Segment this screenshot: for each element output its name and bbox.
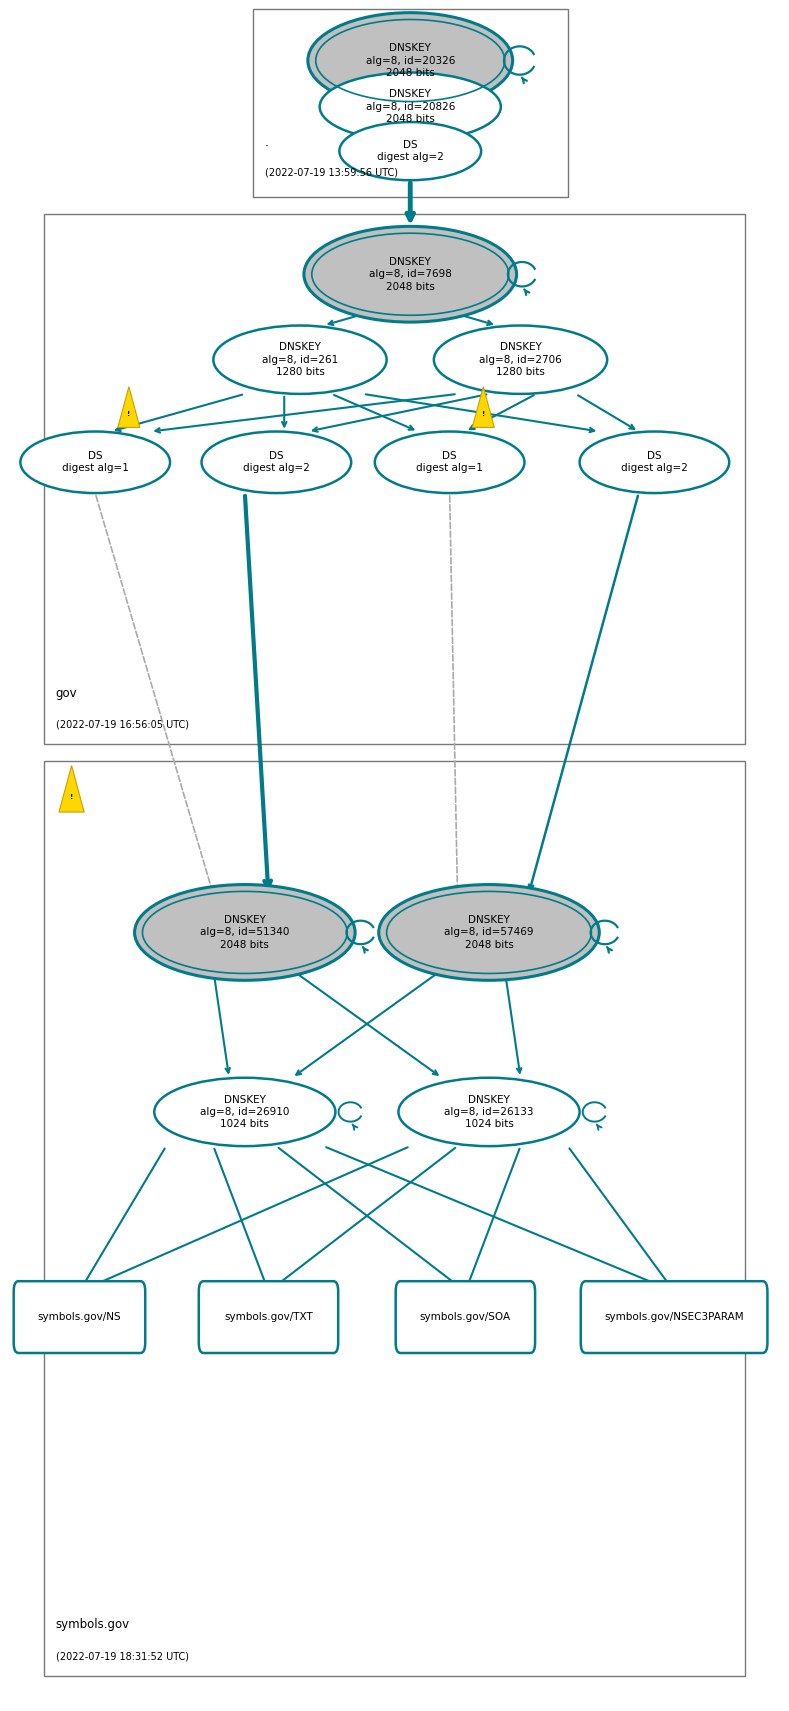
Ellipse shape: [21, 431, 170, 493]
Bar: [44, 761, 745, 1677]
Text: symbols.gov/SOA: symbols.gov/SOA: [420, 1312, 511, 1323]
Text: DS
digest alg=2: DS digest alg=2: [377, 140, 443, 163]
FancyBboxPatch shape: [199, 1282, 338, 1353]
Text: !: !: [127, 411, 130, 417]
Ellipse shape: [379, 885, 600, 980]
Text: DNSKEY
alg=8, id=20326
2048 bits: DNSKEY alg=8, id=20326 2048 bits: [365, 43, 455, 79]
Polygon shape: [473, 387, 495, 428]
Ellipse shape: [339, 121, 481, 180]
Text: DNSKEY
alg=8, id=57469
2048 bits: DNSKEY alg=8, id=57469 2048 bits: [444, 915, 534, 950]
Ellipse shape: [320, 72, 501, 140]
Text: DNSKEY
alg=8, id=51340
2048 bits: DNSKEY alg=8, id=51340 2048 bits: [200, 915, 290, 950]
Text: gov: gov: [56, 686, 77, 700]
Ellipse shape: [213, 325, 387, 394]
Text: DNSKEY
alg=8, id=20826
2048 bits: DNSKEY alg=8, id=20826 2048 bits: [365, 89, 455, 125]
Text: DNSKEY
alg=8, id=7698
2048 bits: DNSKEY alg=8, id=7698 2048 bits: [368, 257, 451, 291]
Text: DNSKEY
alg=8, id=26133
1024 bits: DNSKEY alg=8, id=26133 1024 bits: [444, 1095, 534, 1129]
Text: (2022-07-19 18:31:52 UTC): (2022-07-19 18:31:52 UTC): [56, 1651, 189, 1661]
FancyBboxPatch shape: [13, 1282, 145, 1353]
Text: .: .: [264, 135, 268, 149]
Polygon shape: [59, 765, 84, 813]
Text: DNSKEY
alg=8, id=261
1280 bits: DNSKEY alg=8, id=261 1280 bits: [262, 342, 338, 376]
Text: symbols.gov: symbols.gov: [56, 1619, 130, 1631]
Text: symbols.gov/NSEC3PARAM: symbols.gov/NSEC3PARAM: [604, 1312, 744, 1323]
Ellipse shape: [434, 325, 608, 394]
Ellipse shape: [375, 431, 525, 493]
Text: symbols.gov/NS: symbols.gov/NS: [38, 1312, 122, 1323]
Ellipse shape: [304, 226, 517, 322]
Text: DNSKEY
alg=8, id=2706
1280 bits: DNSKEY alg=8, id=2706 1280 bits: [479, 342, 562, 376]
Ellipse shape: [580, 431, 729, 493]
Ellipse shape: [155, 1078, 335, 1146]
Bar: [252, 9, 568, 197]
Text: DS
digest alg=1: DS digest alg=1: [62, 452, 129, 474]
Text: !: !: [481, 411, 485, 417]
Text: (2022-07-19 16:56:05 UTC): (2022-07-19 16:56:05 UTC): [56, 719, 189, 729]
Polygon shape: [118, 387, 140, 428]
FancyBboxPatch shape: [581, 1282, 768, 1353]
Text: DS
digest alg=2: DS digest alg=2: [621, 452, 688, 474]
Text: DS
digest alg=2: DS digest alg=2: [243, 452, 310, 474]
FancyBboxPatch shape: [395, 1282, 535, 1353]
Text: symbols.gov/TXT: symbols.gov/TXT: [224, 1312, 313, 1323]
Ellipse shape: [308, 12, 513, 108]
Bar: [44, 214, 745, 744]
Text: (2022-07-19 13:59:56 UTC): (2022-07-19 13:59:56 UTC): [264, 168, 398, 176]
Ellipse shape: [398, 1078, 580, 1146]
Text: DNSKEY
alg=8, id=26910
1024 bits: DNSKEY alg=8, id=26910 1024 bits: [200, 1095, 290, 1129]
Ellipse shape: [135, 885, 355, 980]
Text: DS
digest alg=1: DS digest alg=1: [416, 452, 483, 474]
Ellipse shape: [201, 431, 351, 493]
Text: !: !: [70, 794, 73, 801]
